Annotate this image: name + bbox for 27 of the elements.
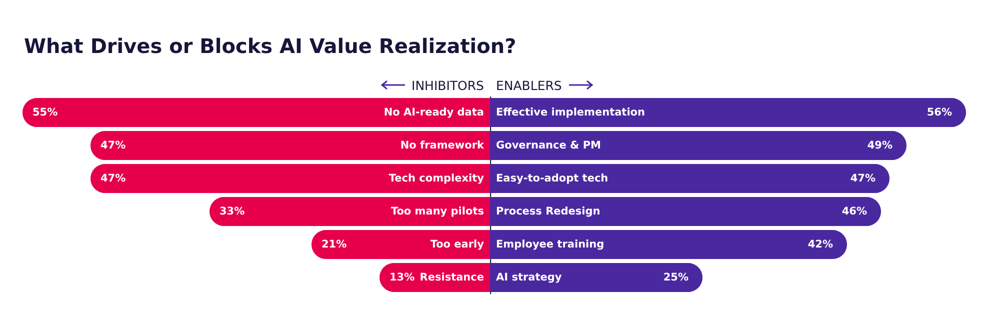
y-tick-label: Effective implementation: [496, 106, 645, 118]
data-label: 47%: [100, 172, 126, 184]
data-label: 21%: [322, 238, 348, 250]
y-tick-label: Governance & PM: [496, 140, 601, 152]
data-label: 42%: [808, 238, 834, 250]
data-label: 47%: [850, 172, 876, 184]
y-tick-label: No AI-ready data: [384, 106, 484, 118]
y-tick-label: Easy-to-adopt tech: [496, 172, 608, 184]
data-label: 49%: [867, 140, 893, 152]
y-tick-label: No framework: [400, 140, 485, 152]
y-tick-label: Too early: [430, 238, 484, 250]
y-tick-label: Resistance: [420, 272, 484, 284]
data-label: 25%: [663, 272, 689, 284]
y-tick-label: Too many pilots: [390, 206, 484, 218]
y-tick-label: Employee training: [496, 238, 604, 250]
data-label: 33%: [220, 206, 246, 218]
data-label: 47%: [100, 140, 126, 152]
y-tick-label: Process Redesign: [496, 206, 600, 218]
chart-subtitle: ENABLERS: [496, 78, 562, 92]
chart-title: What Drives or Blocks AI Value Realization?: [23, 33, 518, 60]
chart-subtitle: INHIBITORS: [412, 78, 484, 92]
data-label: 56%: [926, 106, 952, 118]
y-tick-label: AI strategy: [496, 272, 562, 284]
data-label: 13%: [390, 272, 416, 284]
data-label: 46%: [842, 206, 868, 218]
y-tick-label: Tech complexity: [388, 172, 484, 184]
data-label: 55%: [32, 106, 58, 118]
